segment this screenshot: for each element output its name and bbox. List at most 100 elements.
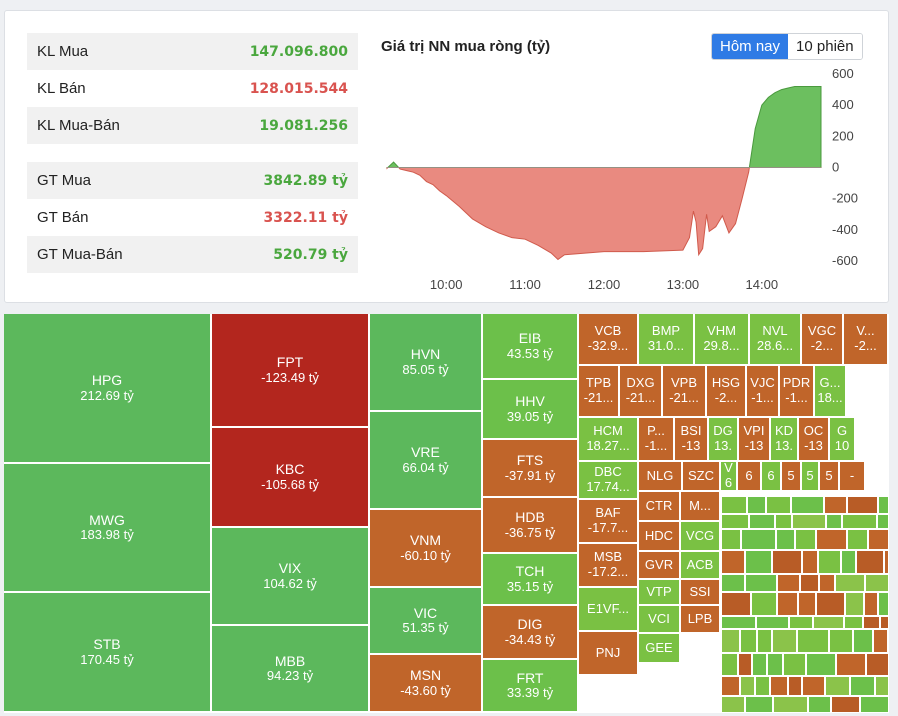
treemap-small-tile[interactable] [777,592,798,616]
treemap-small-tile[interactable] [878,496,889,514]
treemap-small-tile[interactable] [835,574,865,592]
treemap-tile-vcb[interactable]: VCB -32.9... [579,314,639,366]
treemap-small-tile[interactable] [865,574,889,592]
treemap-tile-hdb[interactable]: HDB -36.75 tỷ [483,498,579,554]
treemap-small-tile[interactable] [844,616,863,629]
treemap-tile-bmp[interactable]: BMP 31.0... [639,314,695,366]
treemap-small-tile[interactable] [721,496,747,514]
treemap-small-tile[interactable] [878,592,889,616]
treemap-small-tile[interactable] [875,676,889,696]
treemap-small-tile[interactable] [721,550,745,574]
treemap-tile-m[interactable]: M... [681,492,721,522]
treemap-tile-gvr[interactable]: GVR [639,552,681,580]
treemap-small-tile[interactable] [824,496,847,514]
treemap-small-tile[interactable] [745,550,772,574]
treemap-tile-item[interactable]: 5 [782,462,802,492]
treemap-tile-gee[interactable]: GEE [639,634,681,664]
treemap-small-tile[interactable] [766,496,791,514]
treemap-tile-vtp[interactable]: VTP [639,580,681,606]
treemap-small-tile[interactable] [721,653,738,676]
treemap-tile-dbc[interactable]: DBC 17.74... [579,462,639,500]
treemap-tile-szc[interactable]: SZC [683,462,721,492]
ten-sessions-button[interactable]: 10 phiên [788,34,862,59]
treemap-tile-pdr[interactable]: PDR -1... [780,366,815,418]
treemap-small-tile[interactable] [877,514,889,529]
treemap-tile-v[interactable]: V... -2... [844,314,889,366]
treemap-small-tile[interactable] [850,676,875,696]
treemap-tile-acb[interactable]: ACB [681,552,721,580]
treemap-tile-vci[interactable]: VCI [639,606,681,634]
treemap-tile-vgc[interactable]: VGC -2... [802,314,844,366]
treemap-small-tile[interactable] [767,653,783,676]
treemap-tile-bsi[interactable]: BSI -13 [675,418,709,462]
treemap-small-tile[interactable] [749,514,775,529]
treemap-small-tile[interactable] [797,629,829,653]
treemap-small-tile[interactable] [740,676,755,696]
treemap-tile-dxg[interactable]: DXG -21... [620,366,663,418]
treemap-small-tile[interactable] [860,696,889,713]
treemap-small-tile[interactable] [819,574,835,592]
treemap-small-tile[interactable] [802,550,818,574]
treemap-small-tile[interactable] [757,629,772,653]
treemap-small-tile[interactable] [831,696,860,713]
treemap-tile-vnm[interactable]: VNM -60.10 tỷ [370,510,483,588]
treemap-small-tile[interactable] [806,653,836,676]
treemap-small-tile[interactable] [816,592,845,616]
treemap-small-tile[interactable] [721,616,756,629]
treemap-small-tile[interactable] [770,676,788,696]
treemap-small-tile[interactable] [792,514,826,529]
treemap-small-tile[interactable] [836,653,866,676]
treemap-small-tile[interactable] [747,496,766,514]
treemap-small-tile[interactable] [745,696,773,713]
treemap-small-tile[interactable] [738,653,752,676]
treemap-tile-pnj[interactable]: PNJ [579,632,639,676]
treemap-tile-vjc[interactable]: VJC -1... [747,366,780,418]
treemap-small-tile[interactable] [800,574,819,592]
treemap-tile-vhm[interactable]: VHM 29.8... [695,314,750,366]
treemap-small-tile[interactable] [845,592,864,616]
treemap-small-tile[interactable] [740,629,757,653]
treemap-tile-item[interactable]: - [840,462,866,492]
treemap-tile-fts[interactable]: FTS -37.91 tỷ [483,440,579,498]
treemap-small-tile[interactable] [880,616,889,629]
treemap-small-tile[interactable] [864,592,878,616]
treemap-small-tile[interactable] [873,629,888,653]
treemap-tile-tpb[interactable]: TPB -21... [579,366,620,418]
treemap-small-tile[interactable] [829,629,853,653]
treemap-tile-vre[interactable]: VRE 66.04 tỷ [370,412,483,510]
treemap-small-tile[interactable] [841,550,856,574]
treemap-small-tile[interactable] [721,592,751,616]
treemap-small-tile[interactable] [772,550,802,574]
treemap-small-tile[interactable] [816,529,847,550]
treemap-tile-hsg[interactable]: HSG -2... [707,366,747,418]
treemap-small-tile[interactable] [773,696,808,713]
treemap-tile-nvl[interactable]: NVL 28.6... [750,314,802,366]
treemap-tile-lpb[interactable]: LPB [681,606,721,634]
treemap-small-tile[interactable] [721,676,740,696]
treemap-small-tile[interactable] [745,574,777,592]
treemap-small-tile[interactable] [842,514,877,529]
treemap-tile-mbb[interactable]: MBB 94.23 tỷ [212,626,370,713]
treemap-tile-vpb[interactable]: VPB -21... [663,366,707,418]
treemap-tile-oc[interactable]: OC -13 [799,418,830,462]
treemap-small-tile[interactable] [798,592,816,616]
treemap-small-tile[interactable] [756,616,789,629]
treemap-small-tile[interactable] [826,514,842,529]
treemap-small-tile[interactable] [788,676,802,696]
treemap-tile-vix[interactable]: VIX 104.62 tỷ [212,528,370,626]
treemap-tile-dg[interactable]: DG 13. [709,418,739,462]
treemap-small-tile[interactable] [818,550,841,574]
treemap-small-tile[interactable] [868,529,889,550]
treemap-small-tile[interactable] [888,629,889,653]
treemap-tile-eib[interactable]: EIB 43.53 tỷ [483,314,579,380]
treemap-tile-msn[interactable]: MSN -43.60 tỷ [370,655,483,713]
treemap-small-tile[interactable] [721,514,749,529]
today-button[interactable]: Hôm nay [712,34,789,59]
treemap-small-tile[interactable] [825,676,850,696]
treemap-tile-msb[interactable]: MSB -17.2... [579,544,639,588]
treemap-small-tile[interactable] [847,496,878,514]
treemap-small-tile[interactable] [741,529,776,550]
treemap-small-tile[interactable] [776,529,795,550]
treemap-tile-dig[interactable]: DIG -34.43 tỷ [483,606,579,660]
